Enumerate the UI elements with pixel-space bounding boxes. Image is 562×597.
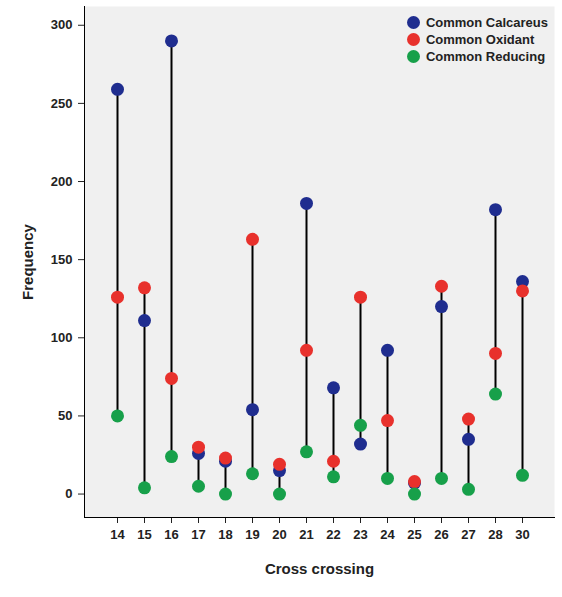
svg-text:50: 50 <box>58 408 72 423</box>
svg-text:0: 0 <box>65 486 72 501</box>
svg-text:27: 27 <box>461 527 475 542</box>
svg-text:24: 24 <box>380 527 395 542</box>
svg-text:150: 150 <box>51 252 73 267</box>
html-text:Common Oxidant: Common Oxidant <box>425 32 535 47</box>
svg-text:100: 100 <box>51 330 73 345</box>
svg-text:22: 22 <box>326 527 340 542</box>
svg-text:17: 17 <box>191 527 205 542</box>
svg-text:250: 250 <box>51 96 73 111</box>
svg-text:18: 18 <box>218 527 232 542</box>
svg-text:16: 16 <box>164 527 178 542</box>
svg-text:21: 21 <box>299 527 313 542</box>
svg-text:30: 30 <box>515 527 529 542</box>
svg-text:300: 300 <box>51 17 73 32</box>
svg-text:15: 15 <box>137 527 151 542</box>
svg-text:23: 23 <box>353 527 367 542</box>
svg-text:200: 200 <box>51 174 73 189</box>
svg-text:Cross crossing: Cross crossing <box>265 560 374 577</box>
svg-text:26: 26 <box>434 527 448 542</box>
svg-text:25: 25 <box>407 527 421 542</box>
svg-text:20: 20 <box>272 527 286 542</box>
html-text:Common Calcareus: Common Calcareus <box>425 15 548 30</box>
svg-text:19: 19 <box>245 527 259 542</box>
svg-text:14: 14 <box>110 527 125 542</box>
svg-text:28: 28 <box>488 527 502 542</box>
svg-text:Frequency: Frequency <box>19 223 36 300</box>
html-text:Common Reducing: Common Reducing <box>425 49 546 64</box>
